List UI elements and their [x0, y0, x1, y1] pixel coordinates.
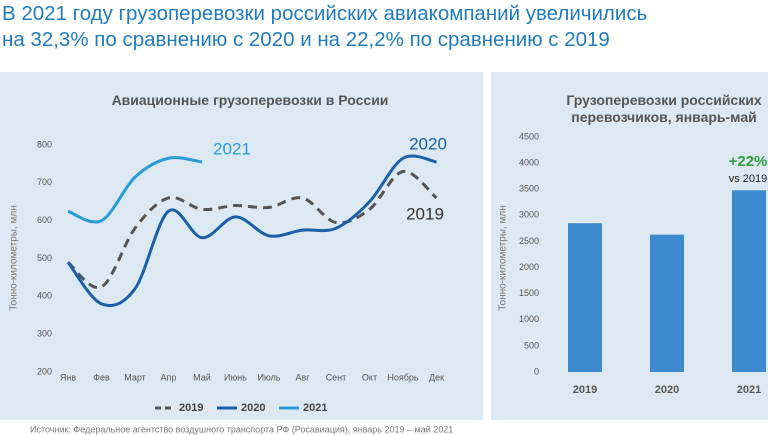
y-tick-label: 700	[37, 177, 52, 187]
y-tick-label: 0	[534, 366, 539, 376]
source: Источник: Федеральное агентство воздушно…	[30, 424, 453, 434]
header-line: на 32,3% по сравнению с 2020 и на 22,2% …	[2, 28, 610, 51]
y-tick-label: 2000	[519, 262, 539, 272]
panel	[0, 72, 483, 420]
y-tick-label: 400	[37, 291, 52, 301]
legend-label: 2021	[303, 402, 327, 414]
x-tick-label: 2020	[655, 384, 679, 396]
y-tick-label: 800	[37, 139, 52, 149]
y-tick-label: 4500	[519, 131, 539, 141]
bar	[650, 234, 684, 372]
x-tick-label: Май	[193, 372, 211, 382]
y-tick-label: 500	[37, 253, 52, 263]
y-axis-label: Тонно-километры, млн	[9, 205, 20, 311]
y-tick-label: 3500	[519, 184, 539, 194]
y-tick-label: 600	[37, 215, 52, 225]
line	[66, 154, 437, 308]
x-tick-label: Апр	[161, 372, 177, 382]
x-tick-label: Июнь	[224, 372, 247, 382]
legend-label: 2020	[241, 402, 265, 414]
line	[66, 169, 438, 290]
header-line: В 2021 году грузоперевозки российских ав…	[2, 2, 648, 25]
series-label: 2021	[213, 139, 251, 158]
y-axis-label: Тонно-километры, млн	[498, 205, 509, 311]
x-tick-label: Март	[124, 372, 146, 382]
x-tick-label: 2021	[737, 384, 761, 396]
panel	[491, 72, 768, 420]
x-tick-label: Янв	[60, 372, 76, 382]
chart-title: Грузоперевозки российских перевозчиков, …	[566, 92, 762, 125]
y-tick-label: 300	[37, 329, 52, 339]
y-tick-label: 2500	[519, 236, 539, 246]
y-tick-label: 500	[524, 340, 539, 350]
x-tick-label: Сент	[326, 372, 347, 382]
bar	[568, 223, 602, 372]
x-tick-label: Июль	[258, 372, 281, 382]
x-tick-label: Окт	[362, 372, 377, 382]
y-tick-label: 1500	[519, 288, 539, 298]
legend-label: 2019	[179, 402, 203, 414]
y-tick-label: 1000	[519, 314, 539, 324]
x-tick-label: 2019	[573, 384, 597, 396]
x-tick-label: Фев	[93, 372, 110, 382]
y-tick-label: 200	[37, 366, 52, 376]
y-tick-label: 4000	[519, 157, 539, 167]
annotation: +22%	[729, 153, 768, 170]
series-label: 2019	[406, 204, 444, 223]
bar	[732, 190, 766, 372]
x-tick-label: Дек	[429, 372, 444, 382]
y-tick-label: 3000	[519, 210, 539, 220]
x-tick-label: Ноябрь	[387, 372, 419, 382]
chart-title: Авиационные грузоперевозки в России	[111, 92, 389, 108]
line	[67, 156, 203, 224]
series-label: 2020	[409, 134, 447, 153]
x-tick-label: Авг	[295, 372, 310, 382]
annotation: vs 2019	[729, 173, 768, 185]
